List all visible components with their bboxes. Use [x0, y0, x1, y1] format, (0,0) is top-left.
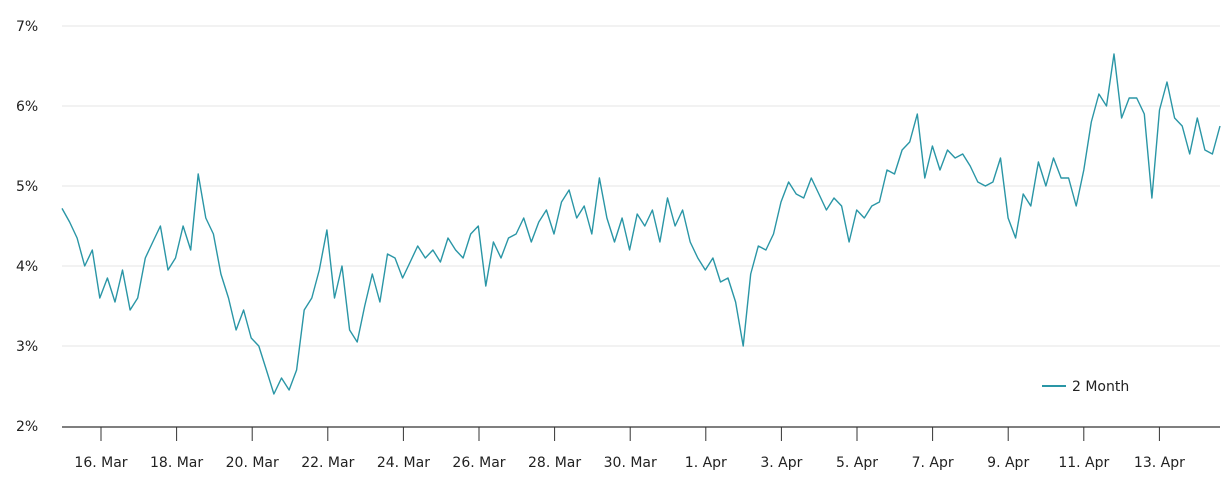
- x-axis-label: 1. Apr: [685, 455, 727, 471]
- x-axis-ticks: 16. Mar 18. Mar 20. Mar 22. Mar 24. Mar 26. M…: [74, 427, 1185, 471]
- y-axis-label: 5%: [16, 179, 38, 195]
- x-axis-label: 28. Mar: [528, 455, 581, 471]
- x-axis-label: 9. Apr: [987, 455, 1029, 471]
- y-axis-label: 2%: [16, 419, 38, 435]
- y-axis-label: 7%: [16, 19, 38, 35]
- x-axis-label: 24. Mar: [377, 455, 430, 471]
- legend[interactable]: 2 Month: [1042, 379, 1129, 395]
- x-axis-label: 5. Apr: [836, 455, 878, 471]
- x-axis-label: 26. Mar: [452, 455, 505, 471]
- legend-label: 2 Month: [1072, 379, 1129, 395]
- y-axis-label: 4%: [16, 259, 38, 275]
- y-axis-labels: 7% 6% 5% 4% 3% 2%: [16, 19, 38, 435]
- x-axis-label: 11. Apr: [1058, 455, 1109, 471]
- grid-lines: [62, 25, 1220, 347]
- x-axis-label: 13. Apr: [1134, 455, 1185, 471]
- x-axis-label: 20. Mar: [226, 455, 279, 471]
- x-axis-label: 22. Mar: [301, 455, 354, 471]
- x-axis-label: 18. Mar: [150, 455, 203, 471]
- series-line-2-month[interactable]: [61, 53, 1221, 395]
- x-axis-label: 16. Mar: [74, 455, 127, 471]
- y-axis-label: 3%: [16, 339, 38, 355]
- x-axis-label: 30. Mar: [604, 455, 657, 471]
- x-axis-label: 7. Apr: [912, 455, 954, 471]
- x-axis-label: 3. Apr: [760, 455, 802, 471]
- y-axis-label: 6%: [16, 99, 38, 115]
